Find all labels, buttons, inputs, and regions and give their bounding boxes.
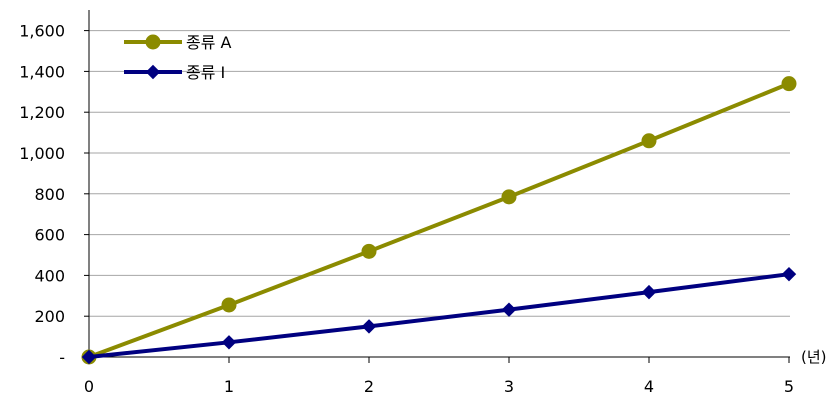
y-tick-label: 1,000 [19, 144, 65, 163]
series-line [88, 272, 790, 359]
y-tick-label: - [59, 348, 65, 367]
y-tick-label: 1,200 [19, 103, 65, 122]
data-point [501, 302, 517, 317]
x-tick-label: 2 [364, 377, 374, 396]
data-point [641, 133, 657, 149]
data-point [221, 335, 237, 350]
x-tick-label: 5 [784, 377, 794, 396]
y-tick-label: 600 [34, 226, 65, 245]
y-tick-label: 400 [34, 266, 65, 285]
data-point [361, 243, 377, 259]
y-tick-label: 1,400 [19, 62, 65, 81]
data-point [641, 284, 657, 300]
y-tick-label: 1,600 [19, 22, 65, 41]
legend-label: 종류 I [186, 63, 225, 82]
data-point [361, 319, 377, 334]
legend-item: 종류 I [124, 63, 225, 82]
legend-label: 종류 A [186, 33, 232, 52]
x-tick-label: 0 [84, 377, 94, 396]
x-tick-label: 3 [504, 377, 514, 396]
x-tick-label: 1 [224, 377, 234, 396]
series-2 [81, 266, 797, 365]
x-unit-label: (년) [801, 348, 827, 366]
series-1 [81, 76, 797, 365]
tick-labels: - 200 400 600 800 1,000 1,200 1,400 1,600 0 1 2 3 4 5 [19, 22, 794, 396]
data-point [81, 349, 97, 365]
x-tick-label: 4 [644, 377, 654, 396]
y-tick-label: 200 [34, 307, 65, 326]
gridlines [89, 30, 790, 317]
series-group [81, 76, 797, 365]
legend-marker [145, 64, 161, 80]
y-tick-label: 800 [34, 185, 65, 204]
legend-item: 종류 A [124, 33, 232, 52]
legend: 종류 A 종류 I [124, 33, 232, 82]
series-line [88, 81, 790, 359]
data-point [781, 266, 797, 282]
legend-marker [145, 34, 161, 50]
data-point [501, 189, 517, 205]
data-point [221, 297, 237, 313]
axes [84, 10, 790, 363]
data-point [781, 76, 797, 92]
